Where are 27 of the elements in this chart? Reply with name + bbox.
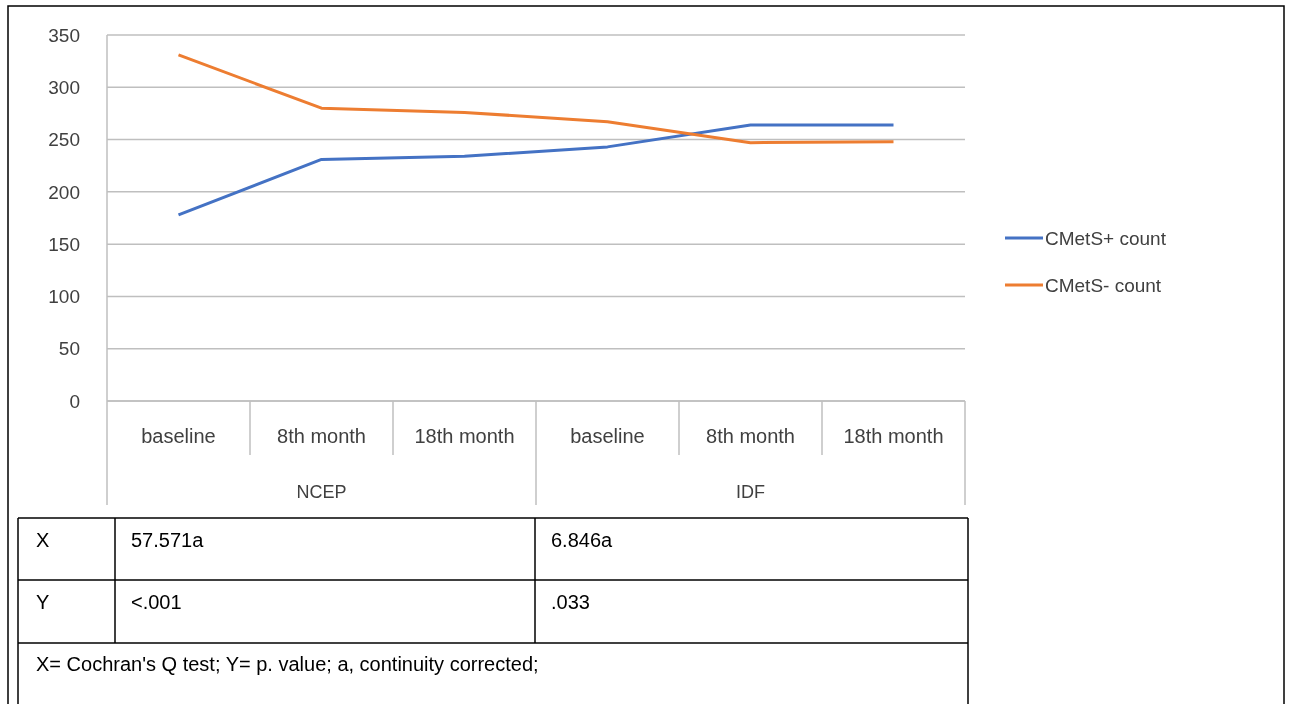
legend-label: CMetS+ count [1045, 227, 1167, 249]
text: X [36, 529, 50, 551]
x-tick-label: 8th month [277, 425, 366, 447]
y-tick-label: 150 [48, 233, 80, 255]
legend-label: CMetS- count [1045, 274, 1162, 296]
text: <.001 [131, 591, 182, 613]
x-tick-label: 18th month [843, 425, 944, 447]
line-series [177, 53, 895, 145]
line-series [177, 123, 895, 217]
y-tick-label: 250 [48, 129, 80, 151]
y-tick-label: 350 [48, 24, 80, 46]
y-tick-label: 50 [58, 338, 80, 360]
x-tick-label: baseline [570, 425, 645, 447]
text: 57.571a [131, 529, 205, 551]
text: Y [36, 591, 50, 613]
text: 6.846a [551, 529, 614, 551]
text: NCEP [296, 482, 347, 503]
x-tick-label: baseline [141, 425, 216, 447]
x-tick-label: 8th month [706, 425, 795, 447]
y-tick-label: 200 [48, 181, 80, 203]
text: .033 [551, 591, 590, 613]
y-tick-label: 300 [48, 76, 80, 98]
x-tick-label: 18th month [414, 425, 515, 447]
text: X= Cochran's Q test; Y= p. value; a, continuity corrected; [36, 653, 539, 675]
y-tick-label: 100 [48, 286, 80, 308]
text: IDF [736, 482, 765, 503]
y-tick-label: 0 [69, 390, 80, 412]
